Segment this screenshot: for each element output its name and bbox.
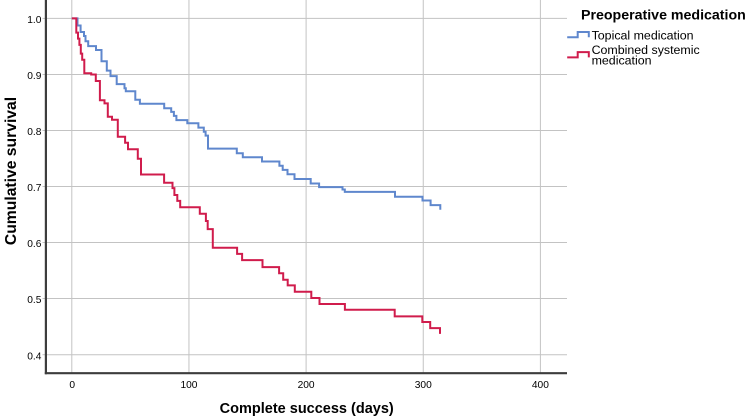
svg-text:0.8: 0.8 bbox=[27, 127, 41, 138]
svg-text:0.6: 0.6 bbox=[27, 239, 41, 250]
svg-text:0.5: 0.5 bbox=[27, 295, 41, 306]
svg-text:Combined systemic: Combined systemic bbox=[592, 43, 700, 57]
svg-text:Preoperative medication: Preoperative medication bbox=[581, 8, 746, 24]
svg-text:medication: medication bbox=[592, 54, 652, 68]
svg-text:0.7: 0.7 bbox=[27, 183, 41, 194]
svg-text:400: 400 bbox=[532, 380, 549, 391]
svg-text:200: 200 bbox=[298, 380, 315, 391]
svg-text:1.0: 1.0 bbox=[27, 15, 41, 26]
svg-text:100: 100 bbox=[180, 380, 197, 391]
svg-text:0: 0 bbox=[69, 380, 75, 391]
svg-text:300: 300 bbox=[415, 380, 432, 391]
svg-text:Topical medication: Topical medication bbox=[592, 28, 694, 42]
svg-text:Complete success (days): Complete success (days) bbox=[220, 401, 394, 417]
svg-text:0.9: 0.9 bbox=[27, 71, 41, 82]
svg-text:Cumulative survival: Cumulative survival bbox=[3, 97, 20, 245]
svg-text:0.4: 0.4 bbox=[27, 351, 41, 362]
